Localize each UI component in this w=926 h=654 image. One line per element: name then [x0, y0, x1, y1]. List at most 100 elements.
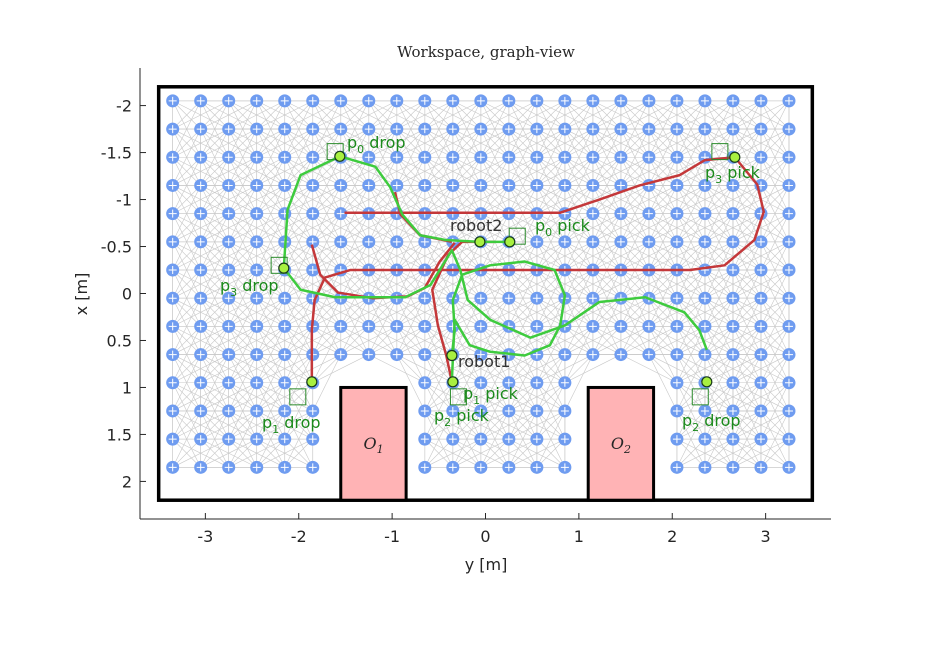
graph-edge [704, 298, 734, 355]
graph-edge [648, 185, 678, 242]
graph-edge [172, 410, 201, 468]
graph-edge [760, 100, 790, 130]
graph-edge [480, 410, 510, 440]
graph-edge [620, 326, 650, 355]
node-cross [196, 266, 205, 275]
graph-edge [172, 382, 201, 412]
node-cross [364, 181, 373, 190]
annotation-part: p [434, 406, 444, 425]
graph-edge [676, 157, 706, 214]
graph-edge [284, 100, 314, 158]
graph-edge [676, 354, 706, 412]
annotation: p2 drop [682, 411, 741, 434]
node-cross [588, 125, 597, 134]
node-cross [252, 125, 261, 134]
node-cross [784, 181, 793, 190]
graph-edge [284, 298, 314, 355]
node-cross [616, 96, 625, 105]
obstacle [586, 385, 656, 502]
graph-edge [704, 185, 734, 242]
graph-edge [536, 213, 566, 271]
node-cross [616, 209, 625, 218]
node-cross [448, 406, 457, 415]
graph-edge [368, 354, 425, 384]
graph-edge [368, 297, 398, 327]
node-cross [168, 237, 177, 246]
node-cross [224, 463, 233, 472]
graph-edge [396, 269, 426, 299]
graph-edge [508, 241, 538, 271]
node-cross [728, 294, 737, 303]
graph-edge [704, 269, 734, 327]
graph-edge [648, 241, 678, 271]
node-cross [336, 96, 345, 105]
node-cross [196, 294, 205, 303]
node-cross [224, 350, 233, 359]
graph-edge [704, 185, 734, 214]
obstacle-label-sub: 2 [623, 443, 631, 456]
graph-edge [508, 100, 538, 130]
graph-edge [564, 269, 594, 327]
graph-edge [368, 128, 398, 186]
obstacle-label-sub: 1 [377, 443, 384, 456]
annotation-part: p [535, 216, 545, 235]
node-cross [196, 209, 205, 218]
graph-edge [396, 213, 426, 243]
node-cross [280, 463, 289, 472]
graph-edge [200, 100, 229, 158]
graph-edge [676, 128, 706, 186]
graph-edge [508, 213, 538, 271]
node-cross [588, 322, 597, 331]
node-cross [224, 181, 233, 190]
node-cross [756, 153, 765, 162]
y-tick-label: 1 [122, 378, 132, 397]
node-cross [280, 181, 289, 190]
graph-edge [536, 354, 566, 412]
node-cross [308, 125, 317, 134]
graph-edge [200, 297, 229, 327]
graph-edge [284, 326, 314, 383]
graph-edge [508, 157, 538, 186]
graph-edge [620, 185, 650, 242]
node-cross [476, 463, 485, 472]
annotation-part: 0 [357, 143, 364, 156]
graph-edge [340, 326, 369, 355]
graph-edge [760, 185, 790, 214]
node-cross [308, 96, 317, 105]
node-cross [336, 322, 345, 331]
graph-edge [200, 269, 229, 327]
node-cross [168, 378, 177, 387]
graph-edge [200, 157, 229, 186]
node-cross [560, 125, 569, 134]
graph-edge [564, 213, 594, 243]
node-cross [504, 435, 513, 444]
node-cross [168, 181, 177, 190]
node-cross [616, 181, 625, 190]
graph-edge [648, 128, 678, 158]
graph-edge [732, 269, 762, 299]
obstacle-label: O2 [611, 434, 631, 456]
graph-edge [704, 241, 734, 271]
node-cross [588, 294, 597, 303]
node-cross [644, 96, 653, 105]
graph-edge [228, 269, 257, 327]
graph-edge [508, 326, 538, 355]
graph-edge [228, 326, 257, 355]
graph-edge [284, 326, 313, 355]
node-cross [280, 125, 289, 134]
graph-edge [172, 354, 201, 412]
graph-edge [452, 410, 482, 468]
graph-edge [732, 100, 762, 130]
graph-edge [564, 100, 594, 158]
node-cross [252, 322, 261, 331]
node-cross [420, 463, 429, 472]
node-cross [476, 153, 485, 162]
graph-edge [676, 269, 706, 299]
node-cross [700, 237, 709, 246]
graph-edge [452, 213, 482, 243]
graph-edge [396, 269, 426, 327]
graph-edge [172, 157, 201, 214]
graph-edge [760, 410, 790, 468]
graph-edge [536, 128, 566, 158]
node-cross [504, 294, 513, 303]
